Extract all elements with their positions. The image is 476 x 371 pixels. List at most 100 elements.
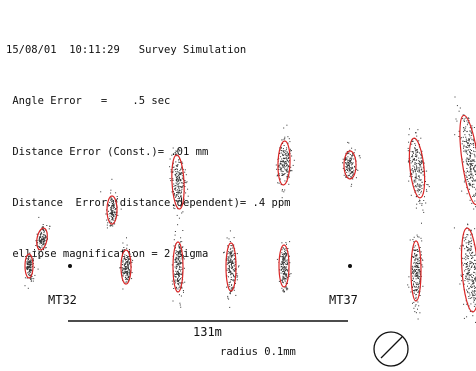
scatter-point xyxy=(179,174,181,175)
scatter-point xyxy=(32,280,34,282)
scatter-point xyxy=(281,249,283,251)
scatter-point xyxy=(465,136,467,138)
scatter-point xyxy=(468,138,470,139)
scatter-point xyxy=(349,169,351,171)
scatter-point xyxy=(180,180,182,181)
scatter-point xyxy=(176,266,178,267)
scatter-point xyxy=(415,176,417,178)
scatter-point xyxy=(351,172,353,174)
scatter-point xyxy=(109,220,111,222)
scatter-point xyxy=(463,121,465,122)
scatter-point xyxy=(349,162,351,164)
scatter-point xyxy=(232,255,233,257)
scatter-point xyxy=(175,259,176,261)
scatter-point xyxy=(123,263,125,265)
scatter-point xyxy=(468,240,470,242)
scatter-point xyxy=(179,170,181,171)
scatter-point xyxy=(473,195,475,197)
scatter-point xyxy=(463,127,465,129)
scatter-point xyxy=(227,262,229,264)
scatter-point xyxy=(179,259,181,261)
scatter-point xyxy=(230,288,232,290)
scatter-point xyxy=(233,265,235,267)
scatter-point xyxy=(284,287,286,289)
scatter-point xyxy=(421,172,423,174)
scatter-point xyxy=(419,295,421,296)
scatter-point xyxy=(284,173,286,174)
scatter-point xyxy=(174,261,176,263)
scatter-point xyxy=(176,177,178,178)
scatter-point xyxy=(466,263,467,264)
scatter-point xyxy=(110,199,112,201)
scatter-point xyxy=(469,183,471,185)
scatter-point xyxy=(348,171,350,173)
error-ellipse-group xyxy=(169,147,189,226)
scatter-point xyxy=(350,173,352,174)
scatter-point xyxy=(281,163,283,165)
scatter-point xyxy=(419,270,421,272)
scatter-point xyxy=(180,262,182,264)
scatter-point xyxy=(419,170,420,172)
scatter-point xyxy=(129,270,131,272)
scatter-point xyxy=(232,269,234,271)
error-ellipse-group xyxy=(276,241,292,293)
scatter-point xyxy=(470,267,472,268)
scatter-point xyxy=(29,264,31,266)
scatter-point xyxy=(467,249,469,251)
scatter-point xyxy=(127,272,129,274)
scatter-point xyxy=(281,172,283,174)
scatter-point xyxy=(178,180,179,182)
scatter-point xyxy=(471,257,473,259)
scatter-point xyxy=(472,281,474,283)
scatter-point xyxy=(456,120,458,122)
scatter-point xyxy=(176,262,178,263)
scatter-point xyxy=(178,176,180,178)
scatter-point xyxy=(469,261,471,263)
scatter-point xyxy=(473,153,475,155)
scatter-point xyxy=(182,178,184,180)
scatter-point xyxy=(124,271,126,273)
scatter-point xyxy=(286,259,288,261)
scatter-point xyxy=(473,179,475,181)
scatter-point xyxy=(111,205,113,206)
scatter-point xyxy=(466,265,468,267)
scatter-point xyxy=(418,179,420,181)
scatter-point xyxy=(181,241,183,243)
scatter-point xyxy=(469,163,471,165)
scatter-point xyxy=(26,261,28,263)
scatter-point xyxy=(343,174,345,176)
scatter-point xyxy=(178,171,180,173)
scatter-point xyxy=(426,190,428,192)
scatter-point xyxy=(231,256,233,258)
scatter-point xyxy=(473,305,475,307)
scatter-point xyxy=(346,169,348,170)
scatter-point xyxy=(466,147,468,148)
scatter-point xyxy=(126,247,128,249)
scatter-point xyxy=(229,281,231,283)
scatter-point xyxy=(461,276,463,277)
scatter-point xyxy=(282,258,284,260)
scatter-point xyxy=(417,269,419,271)
scatter-point xyxy=(417,236,419,238)
scatter-point xyxy=(231,284,232,286)
scatter-point xyxy=(113,205,115,207)
scatter-point xyxy=(112,210,114,212)
scatter-point xyxy=(282,253,284,255)
scatter-point xyxy=(125,259,126,261)
scatter-point xyxy=(468,138,470,140)
scatter-point xyxy=(415,294,417,295)
scatter-point xyxy=(421,161,423,163)
scatter-point xyxy=(469,248,471,250)
scatter-point xyxy=(285,152,287,154)
scatter-point xyxy=(131,261,133,263)
error-ellipse xyxy=(24,253,34,279)
scatter-point xyxy=(419,160,420,162)
scatter-point xyxy=(420,179,422,181)
scatter-point xyxy=(128,259,129,261)
scatter-point xyxy=(179,251,181,253)
scatter-point xyxy=(229,262,231,263)
scatter-point xyxy=(469,156,471,158)
angle-error-line: Angle Error = .5 sec xyxy=(6,95,171,107)
scatter-point xyxy=(181,286,183,288)
scatter-point xyxy=(415,255,417,257)
